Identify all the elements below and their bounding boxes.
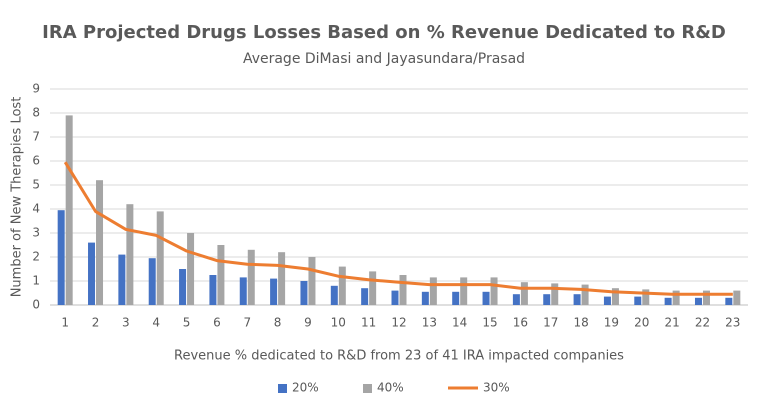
x-tick-label: 17 [543, 316, 558, 330]
bar [209, 275, 217, 305]
x-tick-label: 1 [61, 316, 69, 330]
legend-label: 40% [377, 381, 404, 395]
y-tick-label: 3 [32, 226, 40, 240]
legend-label: 30% [483, 381, 510, 395]
bar [482, 291, 490, 305]
x-tick-label: 13 [422, 316, 437, 330]
bar [278, 252, 286, 305]
x-tick-label: 18 [573, 316, 588, 330]
y-tick-label: 8 [32, 106, 40, 120]
x-tick-label: 5 [183, 316, 191, 330]
y-tick-label: 4 [32, 202, 40, 216]
y-tick-label: 2 [32, 250, 40, 264]
bar [118, 254, 126, 305]
bar [733, 290, 741, 305]
x-tick-label: 16 [513, 316, 528, 330]
x-tick-label: 3 [122, 316, 130, 330]
x-tick-label: 7 [243, 316, 251, 330]
bar [421, 291, 429, 305]
bar [520, 282, 528, 305]
bar [429, 277, 437, 305]
bar [452, 291, 460, 305]
x-tick-label: 21 [664, 316, 679, 330]
bar [399, 275, 407, 305]
bar [391, 290, 399, 305]
bar [239, 277, 247, 305]
bar [490, 277, 498, 305]
bar [725, 297, 733, 305]
x-tick-label: 10 [331, 316, 346, 330]
bar [338, 266, 346, 305]
bar [156, 211, 164, 305]
x-tick-label: 14 [452, 316, 467, 330]
line [63, 161, 733, 296]
bar [57, 210, 65, 305]
x-tick-label: 20 [634, 316, 649, 330]
bar [369, 271, 377, 305]
legend-label: 20% [292, 381, 319, 395]
bar [179, 269, 187, 305]
bar [694, 297, 702, 305]
bar [573, 294, 581, 305]
bar [543, 294, 551, 305]
bar [702, 290, 710, 305]
y-tick-label: 1 [32, 274, 40, 288]
bar [270, 278, 278, 305]
bar [330, 285, 338, 305]
bar [603, 296, 611, 305]
x-tick-label: 9 [304, 316, 312, 330]
bar [300, 281, 308, 305]
bar [88, 242, 96, 305]
x-tick-label: 11 [361, 316, 376, 330]
y-axis-title: Number of New Therapies Lost [10, 97, 25, 298]
x-tick-label: 12 [391, 316, 406, 330]
y-tick-label: 6 [32, 154, 40, 168]
bar [634, 296, 642, 305]
bar [642, 289, 650, 305]
bar [611, 288, 619, 305]
bar [551, 283, 559, 305]
chart-subtitle: Average DiMasi and Jayasundara/Prasad [243, 51, 525, 67]
bar [148, 258, 156, 305]
legend-swatch [363, 384, 372, 393]
y-tick-label: 0 [32, 298, 40, 312]
x-tick-label: 19 [604, 316, 619, 330]
bar [361, 288, 369, 305]
bar [247, 249, 255, 305]
x-tick-label: 22 [695, 316, 710, 330]
legend-swatch [278, 384, 287, 393]
chart-title: IRA Projected Drugs Losses Based on % Re… [42, 22, 726, 43]
y-tick-label: 5 [32, 178, 40, 192]
bar [96, 180, 104, 305]
x-tick-label: 15 [482, 316, 497, 330]
x-tick-label: 23 [725, 316, 740, 330]
bar [65, 115, 73, 306]
x-tick-label: 4 [152, 316, 160, 330]
y-tick-label: 7 [32, 130, 40, 144]
x-tick-label: 2 [92, 316, 100, 330]
x-tick-label: 6 [213, 316, 221, 330]
bar [126, 204, 134, 305]
x-tick-label: 8 [274, 316, 282, 330]
bar [460, 277, 468, 305]
bar [581, 284, 589, 305]
bar [664, 297, 672, 305]
bar [308, 257, 316, 305]
x-axis-title: Revenue % dedicated to R&D from 23 of 41… [174, 349, 624, 364]
bar [187, 233, 195, 305]
bar [217, 245, 225, 305]
bar [512, 294, 520, 305]
y-tick-label: 9 [32, 82, 40, 96]
bar [672, 290, 680, 305]
